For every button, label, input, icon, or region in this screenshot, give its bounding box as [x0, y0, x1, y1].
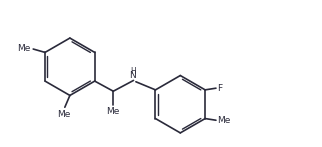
Text: Me: Me	[17, 44, 31, 53]
Text: Me: Me	[57, 110, 71, 119]
Text: F: F	[217, 84, 223, 93]
Text: H: H	[130, 67, 136, 76]
Text: Me: Me	[217, 116, 231, 125]
Text: Me: Me	[107, 107, 120, 116]
Text: N: N	[129, 71, 136, 80]
